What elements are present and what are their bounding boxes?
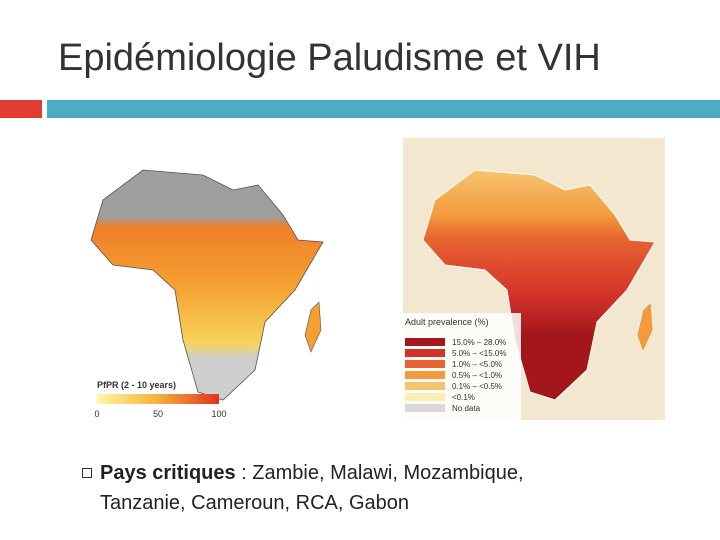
- slide-title: Epidémiologie Paludisme et VIH: [58, 37, 601, 79]
- legend-label: 0.1% – <0.5%: [452, 382, 502, 391]
- hiv-map: [403, 138, 665, 420]
- bullet-bold: Pays critiques: [100, 462, 236, 484]
- legend-swatch: [405, 349, 445, 357]
- legend-swatch: [405, 360, 445, 368]
- legend-swatch: [405, 382, 445, 390]
- legend-label: 0.5% – <1.0%: [452, 371, 502, 380]
- bullet-rest: : Zambie, Malawi, Mozambique, Tanzanie, …: [100, 462, 524, 514]
- legend-swatch: [405, 338, 445, 346]
- bullet-text: Pays critiques : Zambie, Malawi, Mozambi…: [100, 458, 580, 518]
- legend-label: No data: [452, 404, 481, 413]
- legend-label: 15.0% – 28.0%: [452, 338, 506, 347]
- legend-label: <0.1%: [452, 393, 475, 402]
- legend-label: 1.0% – <5.0%: [452, 360, 502, 369]
- legend-title: Adult prevalence (%): [405, 317, 489, 327]
- legend-scale-label: 0: [94, 409, 99, 419]
- legend-scale-label: 50: [153, 409, 163, 419]
- legend-swatch: [405, 393, 445, 401]
- accent-bar: [0, 100, 42, 118]
- legend-scale-label: 100: [211, 409, 226, 419]
- legend-label: 5.0% – <15.0%: [452, 349, 506, 358]
- title-bar: [47, 100, 720, 118]
- legend-scale: [97, 394, 219, 404]
- legend-title: PfPR (2 - 10 years): [97, 380, 176, 390]
- malaria-map: [83, 138, 325, 420]
- legend-swatch: [405, 371, 445, 379]
- bullet-icon: [82, 468, 92, 478]
- legend-swatch: [405, 404, 445, 412]
